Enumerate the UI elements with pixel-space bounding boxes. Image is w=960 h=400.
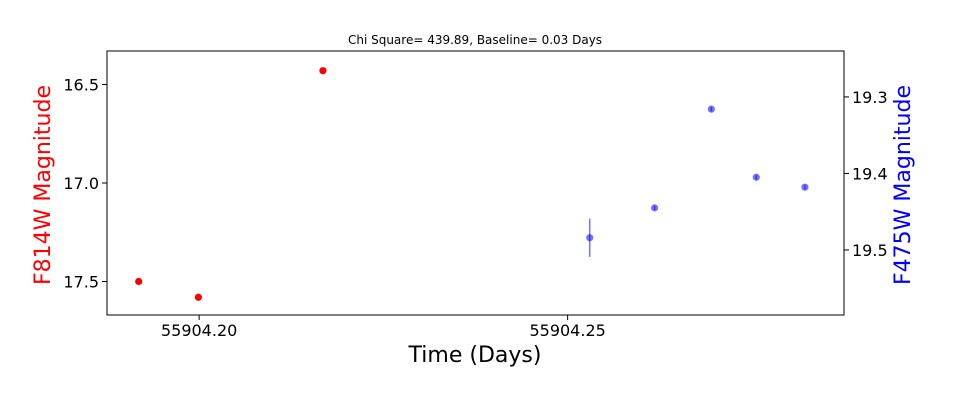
f475w-data-point bbox=[801, 183, 809, 191]
data-marks bbox=[135, 67, 809, 301]
f814w-data-point bbox=[194, 293, 202, 301]
f814w-data-point bbox=[135, 277, 143, 286]
f475w-data-point bbox=[586, 234, 594, 242]
right-y-axis-label: F475W Magnitude bbox=[891, 85, 916, 285]
left-y-tick-label: 17.5 bbox=[63, 273, 99, 292]
left-y-tick-label: 16.5 bbox=[63, 75, 99, 94]
left-y-axis-label: F814W Magnitude bbox=[31, 85, 56, 285]
x-tick-label: 55904.25 bbox=[529, 321, 605, 340]
f475w-data-point bbox=[650, 204, 659, 212]
f814w-data-point bbox=[319, 67, 327, 75]
f475w-data-point bbox=[707, 105, 715, 113]
axis-ticks: 55904.20 55904.25 16.5 17.0 17.5 19.3 19.4 19.5 bbox=[63, 75, 887, 340]
x-tick-label: 55904.20 bbox=[161, 321, 237, 340]
chart-title: Chi Square= 439.89, Baseline= 0.03 Days bbox=[348, 33, 602, 47]
f475w-data-point bbox=[752, 173, 760, 181]
x-axis-label: Time (Days) bbox=[408, 343, 542, 368]
plot-frame bbox=[106, 50, 845, 316]
left-y-tick-label: 17.0 bbox=[63, 174, 99, 193]
right-y-tick-label: 19.5 bbox=[852, 241, 888, 260]
right-y-tick-label: 19.3 bbox=[852, 88, 888, 107]
right-y-tick-label: 19.4 bbox=[852, 164, 888, 183]
